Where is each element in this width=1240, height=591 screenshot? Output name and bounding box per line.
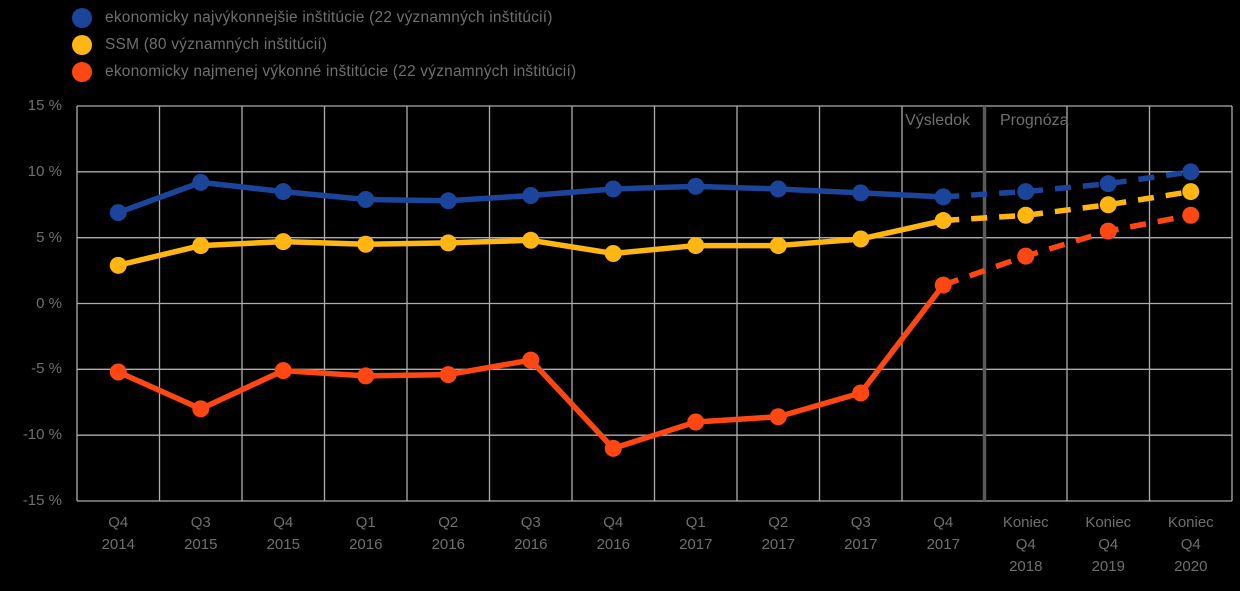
data-point xyxy=(439,192,457,210)
annotation-forecast: Prognóza xyxy=(1000,112,1069,129)
data-point xyxy=(439,234,457,252)
data-point xyxy=(109,204,127,222)
x-tick-label: Q1 2016 xyxy=(349,514,383,553)
data-point xyxy=(192,173,210,191)
y-tick-label: -10 % xyxy=(22,426,62,444)
data-point xyxy=(522,187,540,205)
legend-label: ekonomicky najvýkonnejšie inštitúcie (22… xyxy=(105,8,553,26)
y-tick-label: 15 % xyxy=(27,97,62,114)
data-point xyxy=(769,237,787,255)
data-point xyxy=(192,237,210,255)
y-tick-label: -5 % xyxy=(31,360,62,378)
legend-label: ekonomicky najmenej výkonné inštitúcie (… xyxy=(105,62,577,80)
data-point xyxy=(604,439,622,457)
x-tick-label: Q4 2016 xyxy=(596,514,630,553)
x-tick-label: Q1 2017 xyxy=(679,514,713,553)
x-tick-label: Q2 2017 xyxy=(761,514,795,553)
data-point xyxy=(1099,222,1117,240)
series-line-forecast xyxy=(943,188,1192,224)
legend-item-series-top-performers: ekonomicky najvýkonnejšie inštitúcie (22… xyxy=(72,4,576,31)
y-tick-label: 10 % xyxy=(27,162,62,180)
legend-item-series-ssm: SSM (80 významných inštitúcií) xyxy=(72,31,576,58)
plot-area xyxy=(76,105,1233,502)
data-point xyxy=(852,230,870,248)
annotation-result: Výsledok xyxy=(905,112,970,129)
data-point xyxy=(1099,196,1117,214)
data-point xyxy=(357,190,375,208)
series-line-forecast xyxy=(942,212,1192,288)
data-point xyxy=(1182,206,1200,224)
data-point xyxy=(357,367,375,385)
x-tick-label: Koniec Q4 2018 xyxy=(1002,514,1049,575)
series-line-forecast xyxy=(943,169,1192,200)
legend-marker-icon xyxy=(72,34,92,55)
data-point xyxy=(357,235,375,253)
data-point xyxy=(109,256,127,274)
data-point xyxy=(604,244,622,262)
data-point xyxy=(192,400,210,418)
data-point xyxy=(769,408,787,426)
x-tick-label: Q4 2017 xyxy=(926,514,960,553)
x-tick-label: Q2 2016 xyxy=(431,514,465,553)
data-point xyxy=(934,188,952,206)
data-point xyxy=(274,233,292,251)
legend-marker-icon xyxy=(72,61,92,82)
x-tick-label: Q4 2015 xyxy=(266,514,300,553)
data-point xyxy=(1017,183,1035,201)
data-point xyxy=(1017,206,1035,224)
x-tick-label: Q3 2017 xyxy=(844,514,878,553)
data-point xyxy=(1099,175,1117,193)
data-point xyxy=(687,237,705,255)
x-tick-label: Q3 2016 xyxy=(514,514,548,553)
data-point xyxy=(934,212,952,230)
data-point xyxy=(604,180,622,198)
data-point xyxy=(852,184,870,202)
legend-label: SSM (80 významných inštitúcií) xyxy=(105,35,328,53)
legend: ekonomicky najvýkonnejšie inštitúcie (22… xyxy=(72,4,576,85)
data-point xyxy=(1017,247,1035,265)
chart-plot-svg xyxy=(76,105,1233,502)
legend-item-series-least-performers: ekonomicky najmenej výkonné inštitúcie (… xyxy=(72,58,576,85)
data-point xyxy=(109,363,127,381)
legend-marker-icon xyxy=(72,7,92,28)
x-tick-label: Q4 2014 xyxy=(101,514,135,553)
x-tick-label: Koniec Q4 2019 xyxy=(1085,514,1132,575)
y-tick-label: 0 % xyxy=(36,294,62,312)
data-point xyxy=(522,231,540,249)
data-point xyxy=(687,177,705,195)
x-tick-label: Q3 2015 xyxy=(184,514,218,553)
data-point xyxy=(522,351,540,369)
x-tick-label: Koniec Q4 2020 xyxy=(1167,514,1214,575)
data-point xyxy=(934,276,952,294)
data-point xyxy=(439,366,457,384)
data-point xyxy=(274,362,292,380)
data-point xyxy=(769,180,787,198)
data-point xyxy=(1182,163,1200,181)
data-point xyxy=(852,384,870,402)
data-point xyxy=(687,413,705,431)
data-point xyxy=(1182,183,1200,201)
y-tick-label: 5 % xyxy=(36,228,62,246)
data-point xyxy=(274,183,292,201)
y-tick-label: -15 % xyxy=(22,492,62,509)
